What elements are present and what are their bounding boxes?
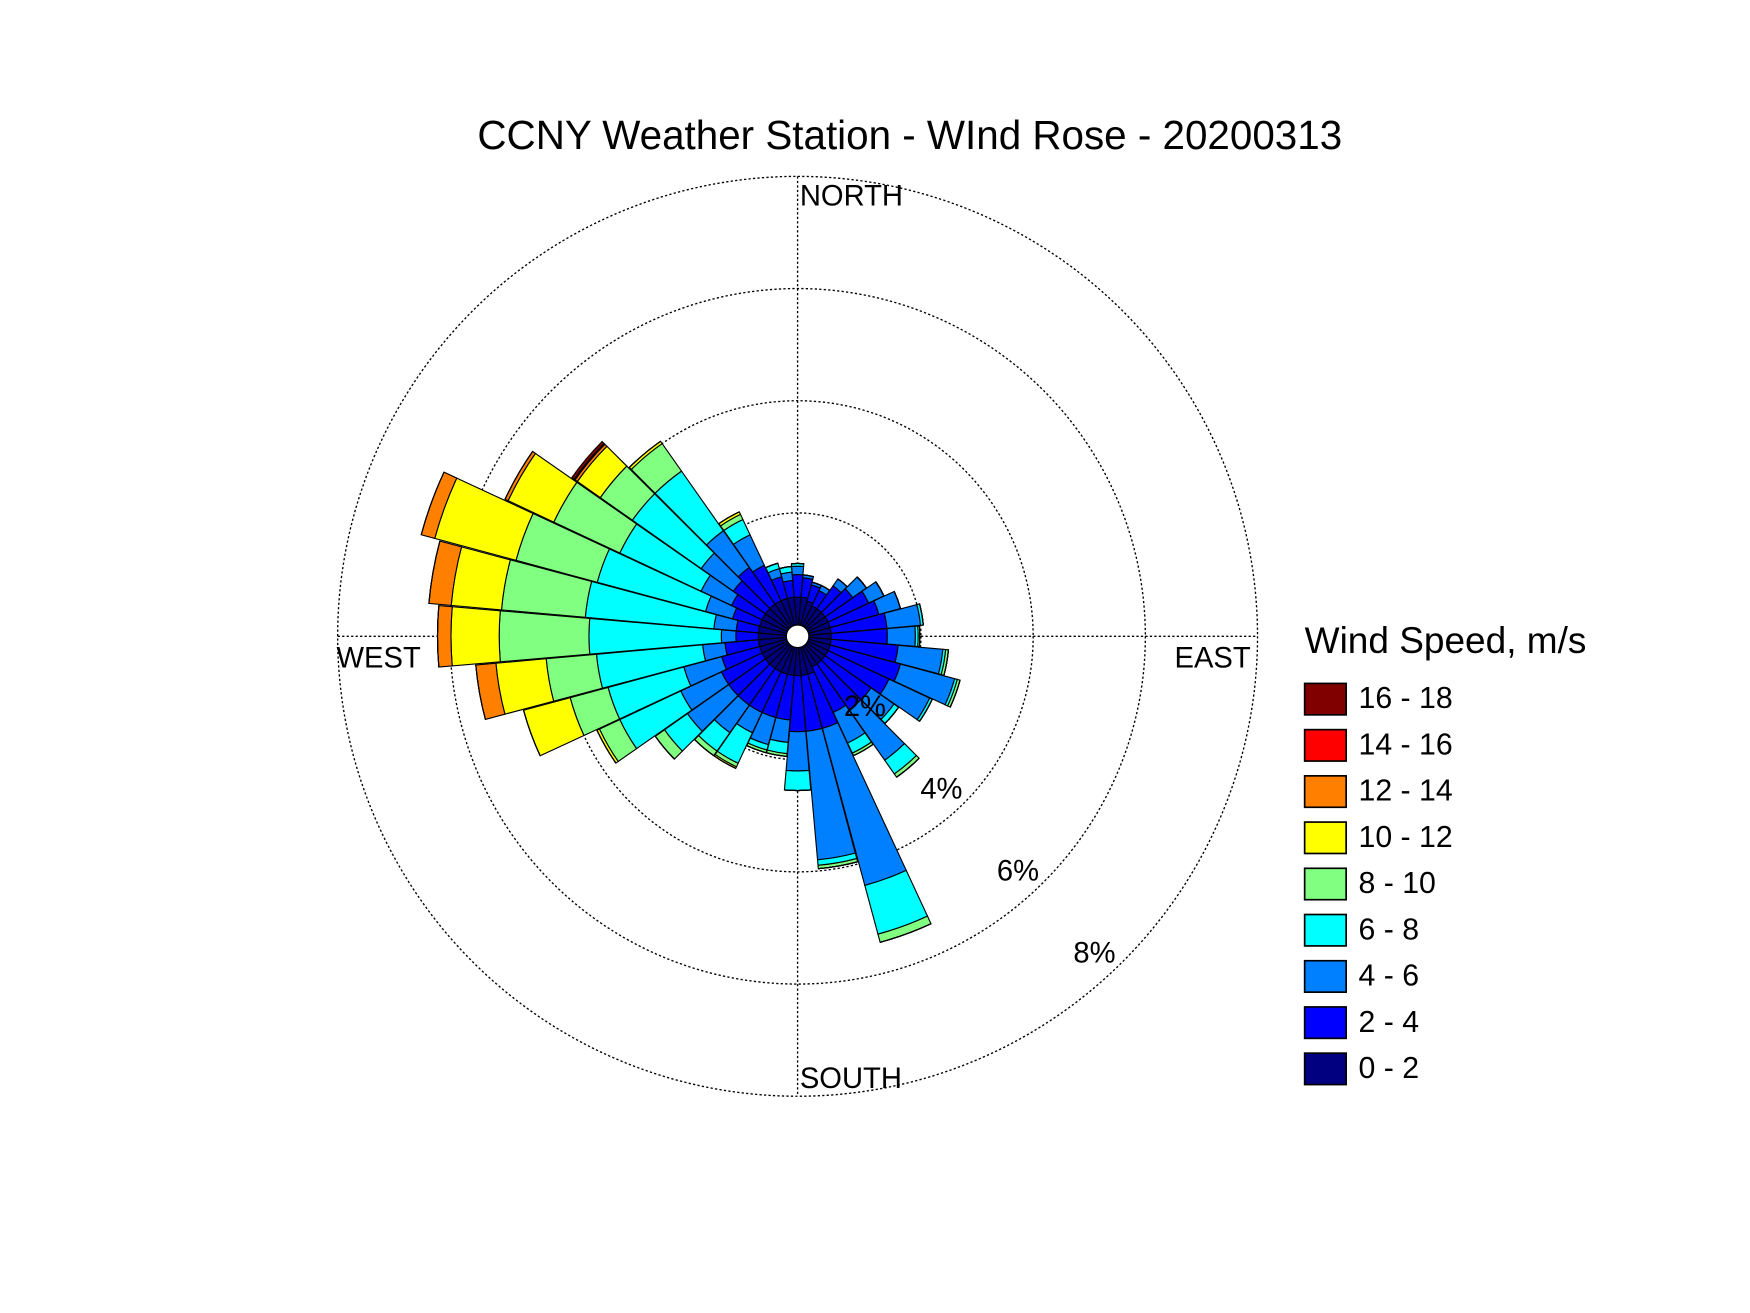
wind-bars [420, 440, 961, 943]
wind-segment [784, 789, 811, 792]
legend-title: Wind Speed, m/s [1305, 619, 1587, 661]
r-tick-label: 8% [1073, 937, 1115, 969]
wind-segment [475, 664, 486, 720]
legend-swatch [1303, 1052, 1347, 1086]
wind-segment [765, 562, 779, 569]
legend: 0 - 2 2 - 4 4 - 6 6 - 8 8 - 10 10 - 12 12 - 14… [1303, 682, 1453, 1086]
legend-label: 0 - 2 [1358, 1052, 1419, 1085]
wind-segment [949, 679, 961, 708]
legend-swatch [1303, 728, 1347, 762]
direction-label: SOUTH [800, 1063, 902, 1095]
wind-segment [785, 730, 810, 772]
wind-segment [919, 699, 933, 722]
legend-label: 8 - 10 [1358, 867, 1435, 900]
legend-label: 4 - 6 [1358, 960, 1419, 993]
wind-segment [628, 440, 661, 468]
wind-segment [504, 451, 534, 500]
wind-segment [791, 565, 805, 576]
wind-segment [436, 604, 453, 668]
direction-label: NORTH [800, 180, 903, 212]
legend-swatch [1303, 682, 1347, 716]
legend-swatch [1303, 1006, 1347, 1040]
direction-label: WEST [337, 643, 421, 675]
legend-label: 2 - 4 [1358, 1006, 1419, 1039]
legend-swatch [1303, 821, 1347, 855]
legend-label: 6 - 8 [1358, 913, 1419, 946]
wind-segment [779, 565, 792, 570]
wind-segment [919, 603, 924, 626]
wind-segment [880, 923, 932, 943]
wind-segment [783, 769, 812, 792]
r-tick-label: 6% [997, 855, 1039, 887]
wind-segment [420, 471, 445, 535]
r-tick-label: 4% [920, 773, 962, 805]
center-hole [785, 624, 810, 649]
wind-segment [450, 606, 501, 667]
legend-label: 16 - 18 [1358, 682, 1452, 715]
grid-ring [336, 175, 1259, 1097]
wind-segment [886, 625, 916, 647]
wind-segment [571, 440, 605, 481]
legend-label: 10 - 12 [1358, 821, 1452, 854]
legend-label: 12 - 14 [1358, 775, 1452, 808]
legend-swatch [1303, 959, 1347, 993]
legend-swatch [1303, 913, 1347, 947]
chart-title: CCNY Weather Station - WInd Rose - 20200… [477, 112, 1342, 158]
wind-segment [654, 735, 675, 760]
wind-segment [498, 610, 591, 663]
legend-swatch [1303, 775, 1347, 809]
wind-segment [803, 574, 814, 578]
direction-label: EAST [1175, 643, 1251, 675]
wind-segment [523, 710, 541, 757]
legend-swatch [1303, 867, 1347, 901]
legend-label: 14 - 16 [1358, 728, 1452, 761]
wind-segment [720, 629, 737, 644]
r-tick-label: 2% [844, 691, 886, 723]
